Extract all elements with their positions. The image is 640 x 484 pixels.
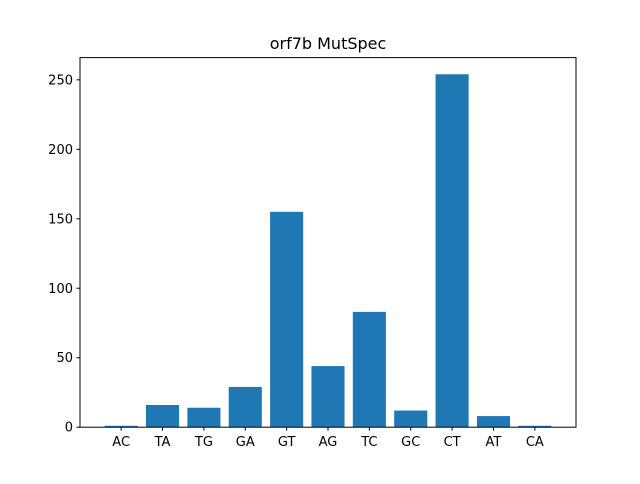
bars-layer — [104, 74, 552, 428]
y-tick-label: 0 — [65, 421, 73, 436]
x-tick-label: CA — [526, 435, 544, 450]
x-tick-label: AT — [486, 435, 502, 450]
x-tick-label: CT — [444, 435, 461, 450]
bar-ac — [104, 425, 138, 428]
axes-layer: AC TA TG GA GT AG TC GC CT AT CA 0 50 100 150 200 250 — [48, 73, 544, 450]
bar-ca — [518, 425, 552, 428]
bar-ct — [435, 74, 469, 428]
bar-gc — [394, 410, 428, 428]
y-tick-label: 50 — [56, 351, 73, 366]
x-tick-label: TG — [194, 435, 213, 450]
y-tick-label: 200 — [48, 143, 73, 158]
x-tick-label: AC — [112, 435, 130, 450]
bar-ag — [311, 366, 345, 428]
bar-at — [476, 416, 511, 428]
bar-tg — [187, 407, 221, 428]
bar-ga — [228, 386, 262, 428]
x-tick-label: TC — [360, 435, 377, 450]
x-tick-label: AG — [319, 435, 338, 450]
plot-frame — [79, 57, 577, 428]
chart-title: orf7b MutSpec — [270, 34, 387, 53]
y-tick-label: 100 — [48, 282, 73, 297]
y-tick-label: 250 — [48, 73, 73, 88]
bar-tc — [352, 311, 386, 428]
x-tick-label: GA — [236, 435, 255, 450]
bar-gt — [270, 211, 304, 428]
y-tick-label: 150 — [48, 212, 73, 227]
x-tick-label: TA — [154, 435, 171, 450]
x-tick-label: GC — [401, 435, 420, 450]
x-tick-label: GT — [278, 435, 296, 450]
bar-ta — [145, 404, 180, 428]
